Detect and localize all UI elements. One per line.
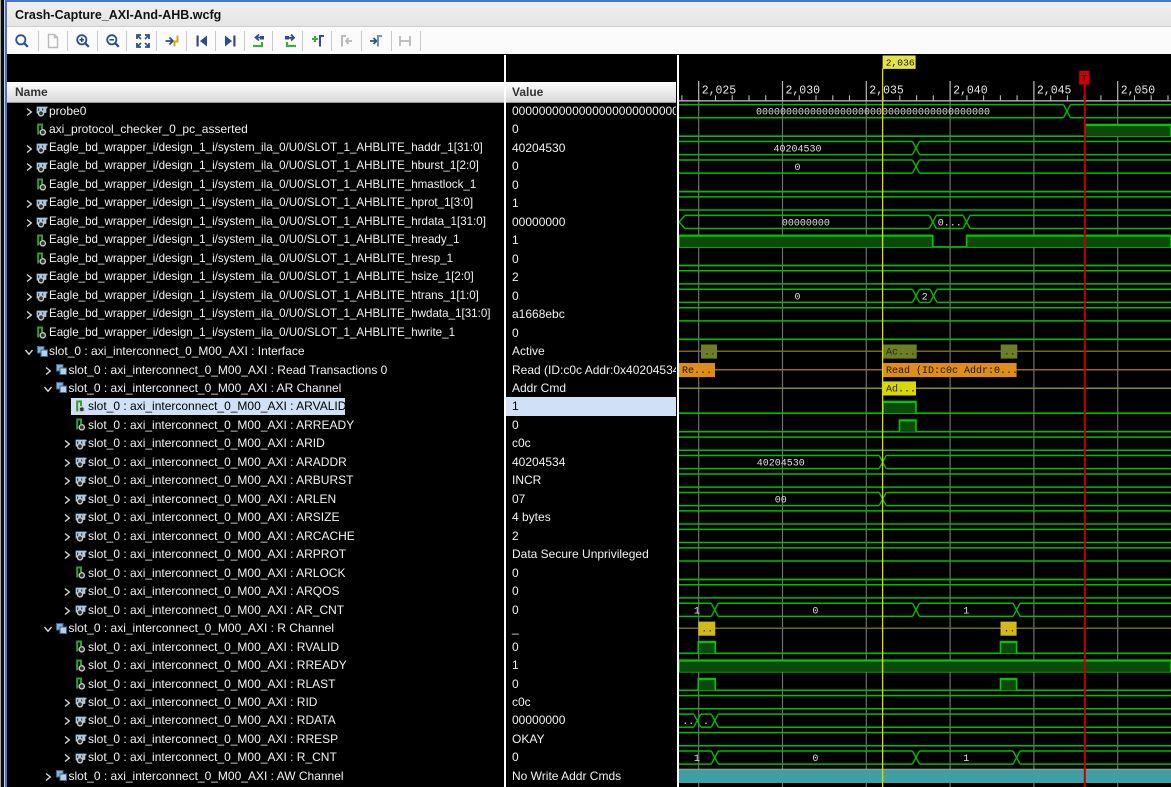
svg-text:1: 1 xyxy=(963,754,969,765)
svg-text:..: .. xyxy=(1004,625,1016,636)
svg-text:.: . xyxy=(703,717,709,728)
svg-text:1: 1 xyxy=(694,606,700,617)
svg-text:2,025: 2,025 xyxy=(702,85,737,98)
svg-text:2: 2 xyxy=(922,292,928,303)
svg-text:..: .. xyxy=(704,348,716,359)
svg-text:Read (ID:c0c Addr:0...: Read (ID:c0c Addr:0... xyxy=(886,365,1018,377)
svg-text:2,035: 2,035 xyxy=(869,85,904,98)
svg-text:2,036: 2,036 xyxy=(886,58,915,69)
svg-text:0: 0 xyxy=(812,606,818,617)
svg-text:0: 0 xyxy=(794,163,800,174)
svg-text:Ac...: Ac... xyxy=(886,348,916,359)
svg-text:40204530: 40204530 xyxy=(773,145,821,156)
svg-text:00000000: 00000000 xyxy=(782,218,830,229)
svg-text:00: 00 xyxy=(775,496,787,507)
svg-text:1: 1 xyxy=(694,754,700,765)
svg-text:2,045: 2,045 xyxy=(1037,85,1072,98)
svg-text:0...: 0... xyxy=(938,218,962,229)
svg-text:..: .. xyxy=(1004,348,1016,359)
svg-text:0: 0 xyxy=(794,292,800,303)
svg-text:2,030: 2,030 xyxy=(786,85,821,98)
svg-text:2,040: 2,040 xyxy=(953,85,988,98)
svg-text:Ad...: Ad... xyxy=(886,383,916,395)
svg-text:0: 0 xyxy=(812,754,818,765)
svg-text:T: T xyxy=(1081,74,1087,86)
svg-text:..: .. xyxy=(682,717,694,728)
svg-text:000000000000000000000000000000: 000000000000000000000000000000000000000 xyxy=(756,108,990,119)
svg-text:2,050: 2,050 xyxy=(1121,85,1156,98)
svg-text:40204530: 40204530 xyxy=(757,459,805,470)
svg-text:Re...: Re... xyxy=(682,366,712,377)
svg-text:1: 1 xyxy=(963,606,969,617)
svg-text:..: .. xyxy=(701,625,713,636)
